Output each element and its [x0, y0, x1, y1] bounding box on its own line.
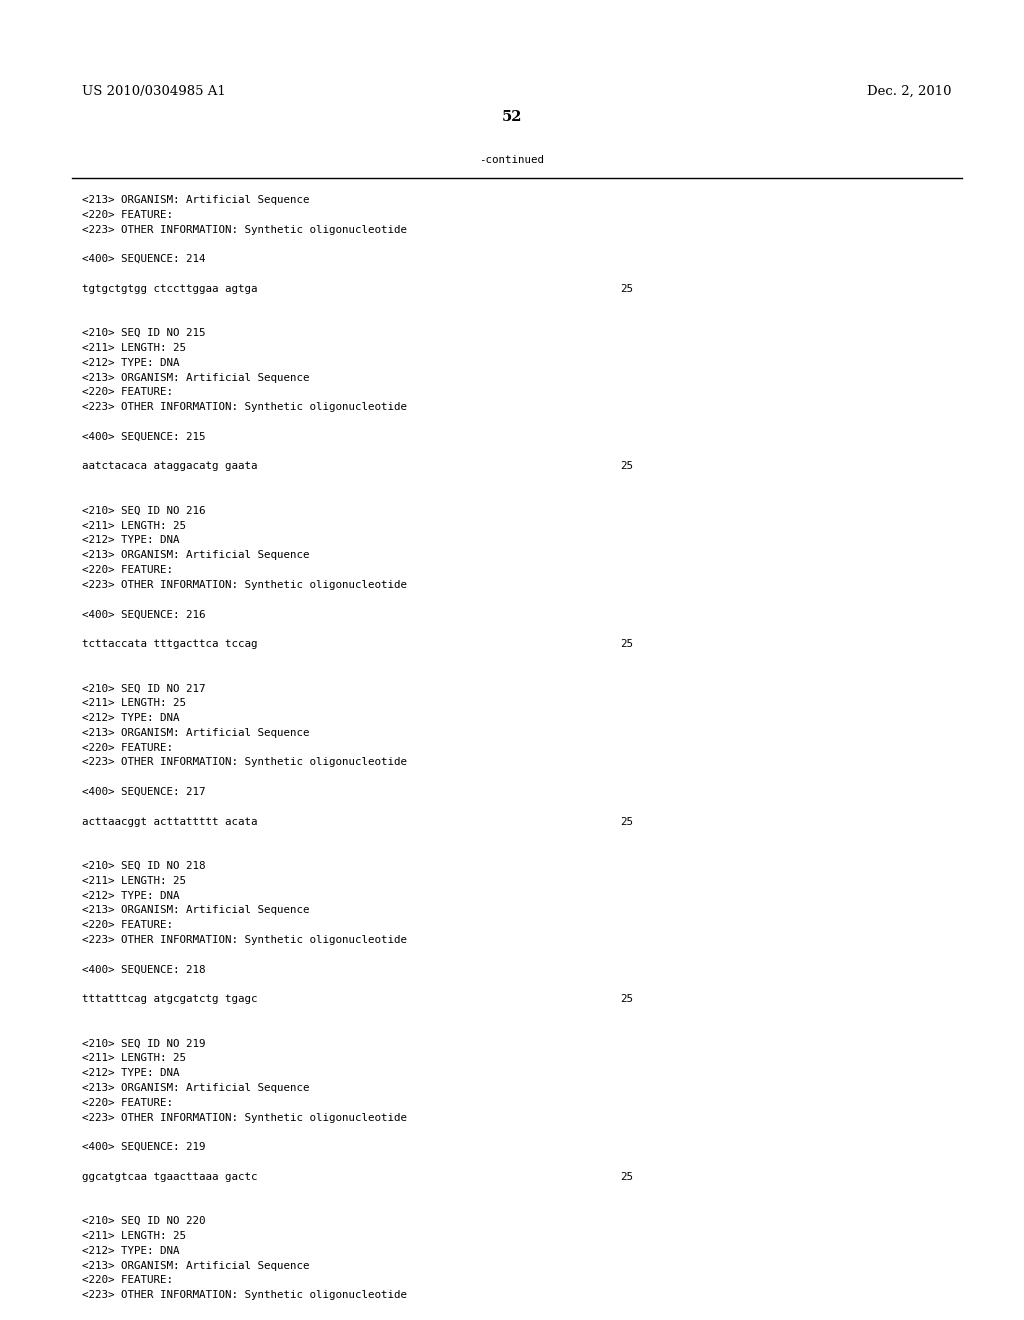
Text: 25: 25 — [620, 639, 633, 649]
Text: <211> LENGTH: 25: <211> LENGTH: 25 — [82, 698, 186, 709]
Text: <213> ORGANISM: Artificial Sequence: <213> ORGANISM: Artificial Sequence — [82, 372, 309, 383]
Text: <211> LENGTH: 25: <211> LENGTH: 25 — [82, 1232, 186, 1241]
Text: <220> FEATURE:: <220> FEATURE: — [82, 565, 173, 576]
Text: <210> SEQ ID NO 220: <210> SEQ ID NO 220 — [82, 1216, 206, 1226]
Text: tttatttcag atgcgatctg tgagc: tttatttcag atgcgatctg tgagc — [82, 994, 257, 1005]
Text: <400> SEQUENCE: 216: <400> SEQUENCE: 216 — [82, 610, 206, 619]
Text: <212> TYPE: DNA: <212> TYPE: DNA — [82, 536, 179, 545]
Text: <223> OTHER INFORMATION: Synthetic oligonucleotide: <223> OTHER INFORMATION: Synthetic oligo… — [82, 758, 407, 767]
Text: tgtgctgtgg ctccttggaa agtga: tgtgctgtgg ctccttggaa agtga — [82, 284, 257, 294]
Text: 52: 52 — [502, 110, 522, 124]
Text: <220> FEATURE:: <220> FEATURE: — [82, 743, 173, 752]
Text: <213> ORGANISM: Artificial Sequence: <213> ORGANISM: Artificial Sequence — [82, 550, 309, 560]
Text: <212> TYPE: DNA: <212> TYPE: DNA — [82, 713, 179, 723]
Text: <213> ORGANISM: Artificial Sequence: <213> ORGANISM: Artificial Sequence — [82, 906, 309, 915]
Text: 25: 25 — [620, 817, 633, 826]
Text: <223> OTHER INFORMATION: Synthetic oligonucleotide: <223> OTHER INFORMATION: Synthetic oligo… — [82, 579, 407, 590]
Text: aatctacaca ataggacatg gaata: aatctacaca ataggacatg gaata — [82, 462, 257, 471]
Text: <223> OTHER INFORMATION: Synthetic oligonucleotide: <223> OTHER INFORMATION: Synthetic oligo… — [82, 1113, 407, 1122]
Text: 25: 25 — [620, 462, 633, 471]
Text: -continued: -continued — [479, 154, 545, 165]
Text: <211> LENGTH: 25: <211> LENGTH: 25 — [82, 1053, 186, 1064]
Text: <223> OTHER INFORMATION: Synthetic oligonucleotide: <223> OTHER INFORMATION: Synthetic oligo… — [82, 224, 407, 235]
Text: <220> FEATURE:: <220> FEATURE: — [82, 1098, 173, 1107]
Text: <400> SEQUENCE: 219: <400> SEQUENCE: 219 — [82, 1142, 206, 1152]
Text: <212> TYPE: DNA: <212> TYPE: DNA — [82, 358, 179, 368]
Text: <210> SEQ ID NO 218: <210> SEQ ID NO 218 — [82, 861, 206, 871]
Text: <213> ORGANISM: Artificial Sequence: <213> ORGANISM: Artificial Sequence — [82, 727, 309, 738]
Text: acttaacggt acttattttt acata: acttaacggt acttattttt acata — [82, 817, 257, 826]
Text: Dec. 2, 2010: Dec. 2, 2010 — [867, 84, 952, 98]
Text: US 2010/0304985 A1: US 2010/0304985 A1 — [82, 84, 225, 98]
Text: <220> FEATURE:: <220> FEATURE: — [82, 920, 173, 931]
Text: <400> SEQUENCE: 218: <400> SEQUENCE: 218 — [82, 965, 206, 974]
Text: <220> FEATURE:: <220> FEATURE: — [82, 1275, 173, 1286]
Text: <210> SEQ ID NO 219: <210> SEQ ID NO 219 — [82, 1039, 206, 1048]
Text: <213> ORGANISM: Artificial Sequence: <213> ORGANISM: Artificial Sequence — [82, 195, 309, 205]
Text: <400> SEQUENCE: 215: <400> SEQUENCE: 215 — [82, 432, 206, 442]
Text: <211> LENGTH: 25: <211> LENGTH: 25 — [82, 343, 186, 352]
Text: tcttaccata tttgacttca tccag: tcttaccata tttgacttca tccag — [82, 639, 257, 649]
Text: <210> SEQ ID NO 217: <210> SEQ ID NO 217 — [82, 684, 206, 693]
Text: <223> OTHER INFORMATION: Synthetic oligonucleotide: <223> OTHER INFORMATION: Synthetic oligo… — [82, 403, 407, 412]
Text: <211> LENGTH: 25: <211> LENGTH: 25 — [82, 520, 186, 531]
Text: <212> TYPE: DNA: <212> TYPE: DNA — [82, 1068, 179, 1078]
Text: <400> SEQUENCE: 214: <400> SEQUENCE: 214 — [82, 255, 206, 264]
Text: <211> LENGTH: 25: <211> LENGTH: 25 — [82, 875, 186, 886]
Text: 25: 25 — [620, 284, 633, 294]
Text: <212> TYPE: DNA: <212> TYPE: DNA — [82, 1246, 179, 1255]
Text: <210> SEQ ID NO 216: <210> SEQ ID NO 216 — [82, 506, 206, 516]
Text: <223> OTHER INFORMATION: Synthetic oligonucleotide: <223> OTHER INFORMATION: Synthetic oligo… — [82, 1290, 407, 1300]
Text: <223> OTHER INFORMATION: Synthetic oligonucleotide: <223> OTHER INFORMATION: Synthetic oligo… — [82, 935, 407, 945]
Text: <400> SEQUENCE: 217: <400> SEQUENCE: 217 — [82, 787, 206, 797]
Text: 25: 25 — [620, 1172, 633, 1181]
Text: <212> TYPE: DNA: <212> TYPE: DNA — [82, 891, 179, 900]
Text: <213> ORGANISM: Artificial Sequence: <213> ORGANISM: Artificial Sequence — [82, 1082, 309, 1093]
Text: 25: 25 — [620, 994, 633, 1005]
Text: <213> ORGANISM: Artificial Sequence: <213> ORGANISM: Artificial Sequence — [82, 1261, 309, 1271]
Text: ggcatgtcaa tgaacttaaa gactc: ggcatgtcaa tgaacttaaa gactc — [82, 1172, 257, 1181]
Text: <210> SEQ ID NO 215: <210> SEQ ID NO 215 — [82, 329, 206, 338]
Text: <220> FEATURE:: <220> FEATURE: — [82, 210, 173, 220]
Text: <220> FEATURE:: <220> FEATURE: — [82, 387, 173, 397]
